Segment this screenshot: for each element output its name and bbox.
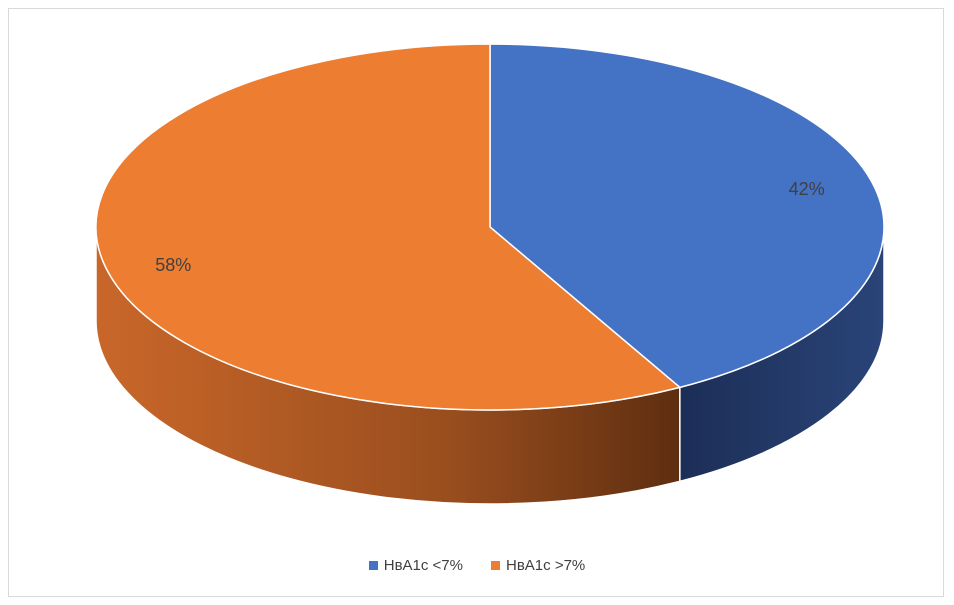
legend-item: НвА1с >7% xyxy=(491,557,585,574)
legend-swatch xyxy=(491,561,500,570)
legend-swatch xyxy=(368,561,378,570)
legend-label: НвА1с >7% xyxy=(506,557,586,574)
pie-slice xyxy=(489,43,885,389)
data-label: 58% xyxy=(155,255,191,275)
legend: НвА1с <7% НвА1с >7% xyxy=(0,557,954,574)
legend-label: НвА1с <7% xyxy=(383,557,463,574)
data-label: 42% xyxy=(789,179,825,199)
legend-item: НвА1с <7% xyxy=(368,557,463,574)
pie-slice xyxy=(95,43,682,411)
